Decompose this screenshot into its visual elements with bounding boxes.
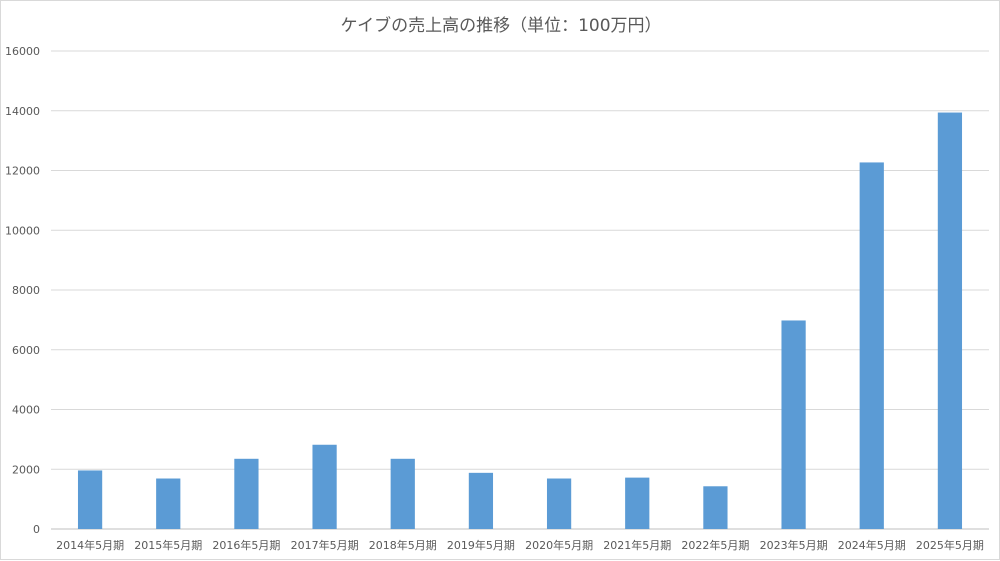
y-tick-label: 16000 [5,45,40,58]
x-category-label: 2022年5月期 [681,538,749,552]
y-tick-label: 2000 [12,463,40,476]
bar [468,472,494,529]
y-tick-label: 0 [33,523,40,536]
y-tick-label: 6000 [12,344,40,357]
bar [625,477,650,529]
chart-title: ケイブの売上高の推移（単位：100万円） [340,16,662,36]
x-category-label: 2023年5月期 [760,538,828,552]
x-category-label: 2021年5月期 [603,538,671,552]
y-tick-label: 10000 [5,224,40,237]
bar [77,470,103,529]
x-category-label: 2018年5月期 [369,538,437,552]
bar [703,486,728,529]
bar [546,478,572,529]
x-category-label: 2015年5月期 [134,538,202,552]
bar [781,320,806,529]
y-tick-label: 14000 [5,105,40,118]
y-tick-label: 8000 [12,284,40,297]
bar [156,478,181,529]
x-category-label: 2024年5月期 [838,538,906,552]
y-tick-label: 12000 [5,165,40,178]
bar [937,112,963,529]
y-tick-label: 4000 [12,404,40,417]
bar [859,162,884,529]
x-category-label: 2019年5月期 [447,538,515,552]
x-category-label: 2016年5月期 [212,538,280,552]
bar [312,444,337,529]
x-category-label: 2017年5月期 [291,538,359,552]
x-category-label: 2025年5月期 [916,538,984,552]
x-category-label: 2020年5月期 [525,538,593,552]
bar [390,458,415,529]
x-category-label: 2014年5月期 [56,538,124,552]
bar [234,458,259,529]
